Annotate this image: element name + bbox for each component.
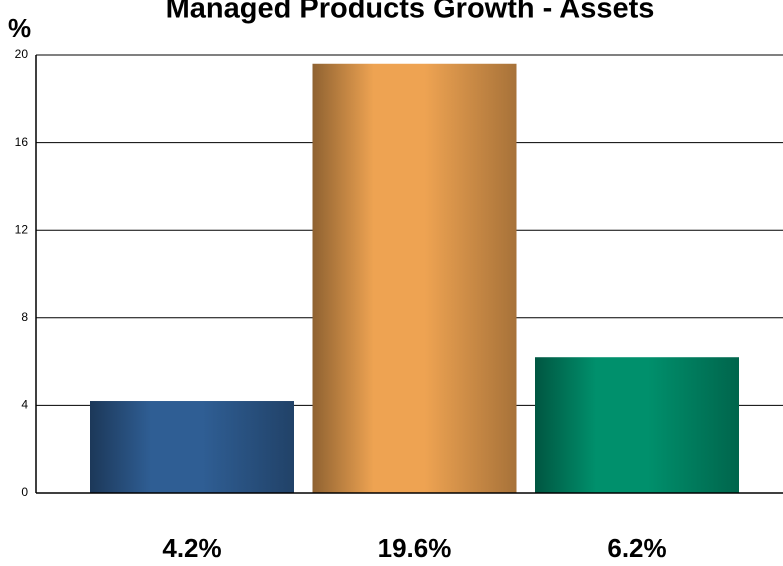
bar (90, 401, 294, 493)
y-tick-label: 20 (15, 47, 29, 61)
y-tick-label: 8 (21, 310, 28, 324)
bar (535, 357, 739, 493)
y-tick-label: 12 (15, 222, 29, 236)
y-tick-label: 16 (15, 135, 29, 149)
y-tick-label: 0 (21, 485, 28, 499)
bar (312, 63, 517, 493)
data-label: 4.2% (162, 533, 221, 563)
y-axis-label: % (8, 13, 31, 43)
data-label: 19.6% (378, 533, 452, 563)
data-label: 6.2% (607, 533, 666, 563)
y-tick-label: 4 (21, 398, 28, 412)
chart-title: Managed Products Growth - Assets (166, 0, 655, 25)
